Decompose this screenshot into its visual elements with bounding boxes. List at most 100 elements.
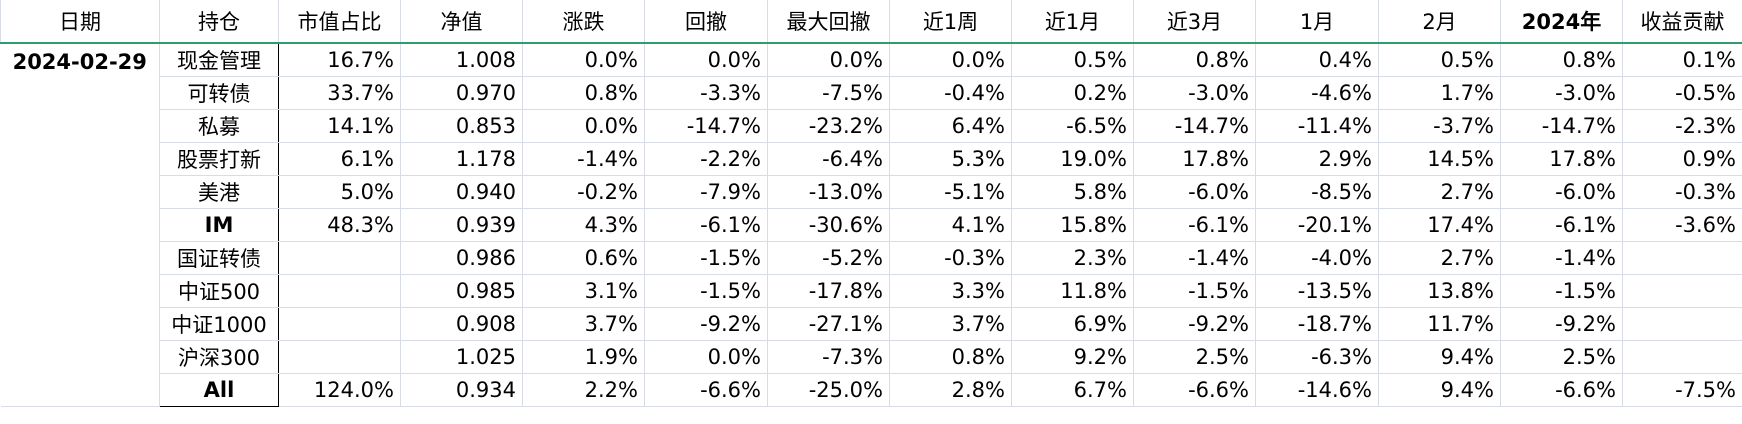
value-cell: -3.3%: [644, 76, 768, 110]
holding-name: All: [159, 373, 279, 407]
column-header: 涨跌: [522, 0, 645, 44]
value-cell: -6.0%: [1500, 175, 1623, 209]
value-cell: 0.0%: [522, 42, 645, 77]
value-cell: -6.1%: [1500, 208, 1623, 242]
value-cell: -25.0%: [767, 373, 890, 407]
value-cell: 0.0%: [767, 42, 890, 77]
value-cell: -1.5%: [644, 274, 768, 308]
value-cell: 4.3%: [522, 208, 645, 242]
value-cell: -2.2%: [644, 142, 768, 176]
value-cell: [1622, 241, 1742, 275]
value-cell: 0.934: [400, 373, 523, 407]
value-cell: -4.6%: [1255, 76, 1379, 110]
holding-name: 可转债: [159, 76, 279, 110]
value-cell: -9.2%: [1500, 307, 1623, 341]
value-cell: 19.0%: [1011, 142, 1134, 176]
value-cell: 17.8%: [1500, 142, 1623, 176]
value-cell: -0.5%: [1622, 76, 1742, 110]
value-cell: -3.0%: [1500, 76, 1623, 110]
value-cell: 0.908: [400, 307, 523, 341]
value-cell: -3.7%: [1378, 109, 1501, 143]
value-cell: 0.9%: [1622, 142, 1742, 176]
value-cell: 5.8%: [1011, 175, 1134, 209]
value-cell: -13.0%: [767, 175, 890, 209]
column-header: 持仓: [159, 0, 279, 44]
holding-name: IM: [159, 208, 279, 242]
value-cell: 15.8%: [1011, 208, 1134, 242]
value-cell: 6.9%: [1011, 307, 1134, 341]
value-cell: 2.9%: [1255, 142, 1379, 176]
value-cell: 2.3%: [1011, 241, 1134, 275]
value-cell: 0.970: [400, 76, 523, 110]
value-cell: 5.0%: [278, 175, 401, 209]
value-cell: 9.4%: [1378, 373, 1501, 407]
value-cell: 0.5%: [1011, 42, 1134, 77]
value-cell: [1622, 340, 1742, 374]
value-cell: -7.5%: [1622, 373, 1742, 407]
value-cell: 0.8%: [1500, 42, 1623, 77]
value-cell: -9.2%: [1133, 307, 1256, 341]
value-cell: 14.5%: [1378, 142, 1501, 176]
value-cell: 0.0%: [644, 340, 768, 374]
value-cell: -6.3%: [1255, 340, 1379, 374]
value-cell: 2.5%: [1133, 340, 1256, 374]
value-cell: -1.4%: [1500, 241, 1623, 275]
value-cell: -2.3%: [1622, 109, 1742, 143]
value-cell: -4.0%: [1255, 241, 1379, 275]
value-cell: -0.2%: [522, 175, 645, 209]
column-header: 2月: [1378, 0, 1501, 44]
value-cell: -17.8%: [767, 274, 890, 308]
value-cell: -3.0%: [1133, 76, 1256, 110]
value-cell: -1.4%: [522, 142, 645, 176]
column-header: 日期: [0, 0, 160, 44]
value-cell: 4.1%: [889, 208, 1012, 242]
value-cell: 0.6%: [522, 241, 645, 275]
value-cell: -6.6%: [644, 373, 768, 407]
value-cell: 2.5%: [1500, 340, 1623, 374]
value-cell: 13.8%: [1378, 274, 1501, 308]
value-cell: 5.3%: [889, 142, 1012, 176]
value-cell: 3.3%: [889, 274, 1012, 308]
value-cell: -14.6%: [1255, 373, 1379, 407]
value-cell: -7.5%: [767, 76, 890, 110]
value-cell: 9.2%: [1011, 340, 1134, 374]
value-cell: [1622, 274, 1742, 308]
value-cell: -6.0%: [1133, 175, 1256, 209]
value-cell: -6.4%: [767, 142, 890, 176]
column-header: 回撤: [644, 0, 768, 44]
value-cell: 11.8%: [1011, 274, 1134, 308]
value-cell: 0.5%: [1378, 42, 1501, 77]
value-cell: -18.7%: [1255, 307, 1379, 341]
column-header: 市值占比: [278, 0, 401, 44]
value-cell: -14.7%: [644, 109, 768, 143]
value-cell: 3.7%: [889, 307, 1012, 341]
holding-name: 股票打新: [159, 142, 279, 176]
value-cell: 2.7%: [1378, 175, 1501, 209]
column-header: 1月: [1255, 0, 1379, 44]
value-cell: [278, 274, 401, 308]
value-cell: 1.7%: [1378, 76, 1501, 110]
value-cell: 0.853: [400, 109, 523, 143]
value-cell: -8.5%: [1255, 175, 1379, 209]
value-cell: 48.3%: [278, 208, 401, 242]
value-cell: -9.2%: [644, 307, 768, 341]
value-cell: -7.3%: [767, 340, 890, 374]
value-cell: -0.3%: [1622, 175, 1742, 209]
value-cell: -6.6%: [1500, 373, 1623, 407]
value-cell: 14.1%: [278, 109, 401, 143]
value-cell: 1.9%: [522, 340, 645, 374]
value-cell: -1.5%: [644, 241, 768, 275]
value-cell: -6.6%: [1133, 373, 1256, 407]
holding-name: 美港: [159, 175, 279, 209]
value-cell: [278, 340, 401, 374]
value-cell: [278, 241, 401, 275]
value-cell: 0.8%: [1133, 42, 1256, 77]
value-cell: 0.8%: [522, 76, 645, 110]
column-header: 最大回撤: [767, 0, 890, 44]
value-cell: -1.4%: [1133, 241, 1256, 275]
value-cell: 0.4%: [1255, 42, 1379, 77]
value-cell: -6.1%: [644, 208, 768, 242]
value-cell: 1.178: [400, 142, 523, 176]
value-cell: -23.2%: [767, 109, 890, 143]
value-cell: -20.1%: [1255, 208, 1379, 242]
